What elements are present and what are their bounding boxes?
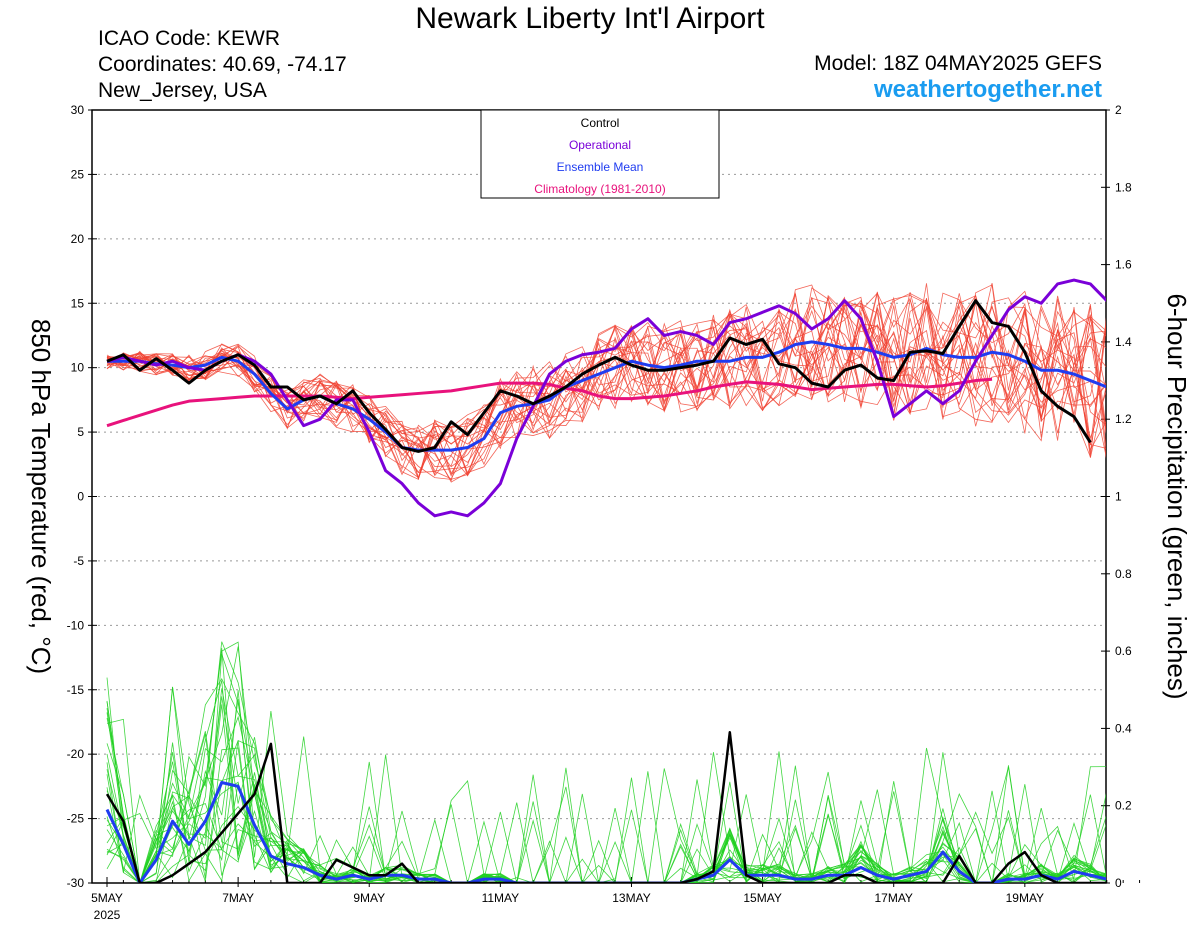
- precip-member-line: [106, 641, 1106, 883]
- legend-box: [480, 109, 720, 199]
- x-tick-label: 9MAY: [353, 891, 385, 905]
- model-run: Model: 18Z 04MAY2025 GEFS: [814, 52, 1102, 75]
- y-tick-label: -15: [67, 683, 85, 697]
- temp-member-line: [106, 296, 1106, 475]
- coordinates: Coordinates: 40.69, -74.17: [98, 53, 347, 76]
- y2-tick-label: 1.6: [1115, 258, 1132, 272]
- precip-member-line: [106, 701, 1106, 883]
- x-tick-label: 11MAY: [482, 891, 520, 905]
- y2-tick-label: 0.2: [1115, 799, 1132, 813]
- operational-line: [106, 278, 1106, 518]
- y-tick-label: 30: [71, 103, 85, 117]
- x-tick-sublabel: 2025: [94, 908, 121, 922]
- y2-axis-label: 6-hour Precipitation (green, inches): [1162, 293, 1192, 699]
- precip-member-line: [106, 794, 1106, 883]
- icao-code: ICAO Code: KEWR: [98, 27, 281, 50]
- precip-member-line: [106, 704, 1106, 883]
- precip-member-line: [106, 653, 1106, 883]
- precip-member-line: [106, 696, 1106, 883]
- precip-member-line: [106, 752, 1106, 883]
- y-tick-label: 5: [77, 425, 84, 439]
- x-tick-label: 7MAY: [222, 891, 254, 905]
- y-tick-label: -30: [67, 876, 85, 890]
- location: New_Jersey, USA: [98, 79, 267, 102]
- y-tick-label: 0: [77, 490, 84, 504]
- y-tick-label: 10: [71, 361, 85, 375]
- legend-entry: Control: [581, 116, 620, 130]
- y-tick-label: 15: [71, 296, 85, 310]
- y2-tick-label: 0.4: [1115, 721, 1132, 735]
- precip-mean-line: [105, 781, 1106, 883]
- y2-tick-label: 1.4: [1115, 335, 1132, 349]
- temp-member-line: [106, 295, 1106, 472]
- precip-member-line: [106, 733, 1106, 883]
- y-tick-label: -20: [67, 747, 85, 761]
- temp-member-line: [106, 292, 1106, 483]
- legend-entry: Ensemble Mean: [557, 160, 644, 174]
- site-link[interactable]: weathertogether.net: [873, 76, 1102, 103]
- plot-frame: [91, 109, 1107, 884]
- y2-tick-label: 1.2: [1115, 412, 1132, 426]
- y-tick-label: -25: [67, 812, 85, 826]
- plot-area: [105, 278, 1106, 883]
- y-tick-label: -5: [73, 554, 84, 568]
- precip-member-line: [106, 747, 1106, 883]
- precip-member-line: [106, 677, 1106, 883]
- temp-member-line: [106, 292, 1106, 479]
- x-tick-label: 5MAY: [91, 891, 123, 905]
- y-tick-label: -10: [67, 618, 85, 632]
- precip-member-line: [106, 677, 1106, 883]
- x-tick-label: 13MAY: [612, 891, 650, 905]
- y-tick-label: 25: [71, 167, 85, 181]
- x-tick-label: 15MAY: [743, 891, 781, 905]
- y-tick-label: 20: [71, 232, 85, 246]
- y2-tick-label: 1: [1115, 490, 1122, 504]
- chart-title: Newark Liberty Int'l Airport: [415, 2, 765, 35]
- y-axis-label: 850 hPa Temperature (red, °C): [26, 319, 56, 674]
- y2-tick-label: 2: [1115, 103, 1122, 117]
- precip-member-line: [106, 680, 1106, 883]
- precip-member-line: [106, 712, 1106, 883]
- temp-control-line: [106, 299, 1092, 453]
- y2-tick-label: 0.8: [1115, 567, 1132, 581]
- y2-tick-label: 0.6: [1115, 644, 1132, 658]
- climatology-line: [106, 377, 993, 428]
- y2-tick-label: 0: [1115, 876, 1122, 890]
- legend-entry: Operational: [569, 138, 631, 152]
- precip-member-line: [106, 686, 1106, 883]
- x-tick-label: 19MAY: [1006, 891, 1044, 905]
- y2-tick-label: 1.8: [1115, 180, 1132, 194]
- x-tick-label: 17MAY: [874, 891, 912, 905]
- temp-member-line: [106, 284, 1106, 476]
- precip-control-line: [105, 731, 1106, 883]
- legend-entry: Climatology (1981-2010): [534, 182, 665, 196]
